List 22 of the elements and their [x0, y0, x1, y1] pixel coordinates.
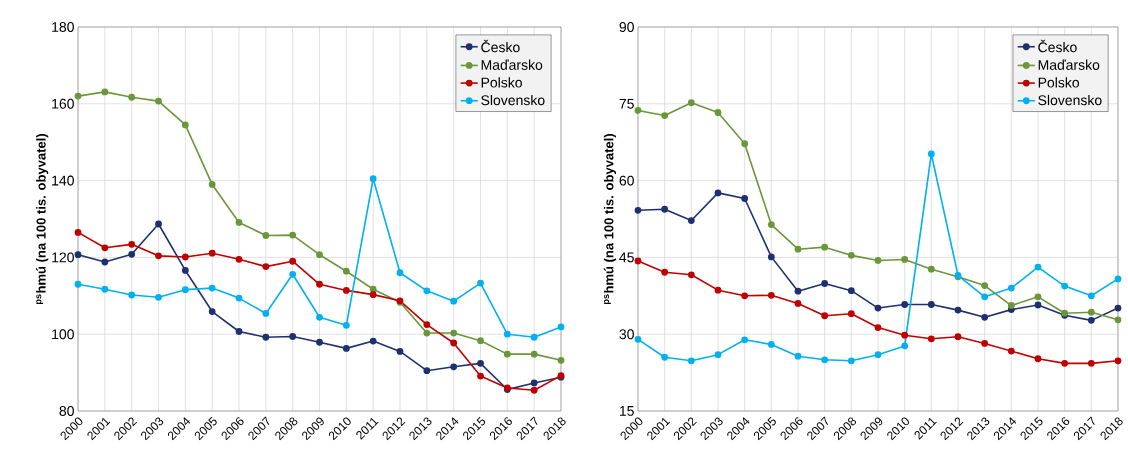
legend-label: Polsko	[481, 77, 522, 88]
y-tick-label: 30	[619, 329, 634, 340]
y-tick-label: 140	[52, 175, 74, 186]
y-tick-label: 90	[619, 22, 634, 32]
y-axis-title: $^{ps}$hmú (na 100 tis. obyvatel)	[603, 134, 617, 305]
y-tick-label: 180	[52, 22, 74, 32]
y-tick-label: 15	[619, 406, 634, 416]
y-tick-label: 160	[52, 98, 74, 109]
y-tick-label: 100	[52, 329, 74, 340]
y-tick-label: 60	[619, 175, 634, 186]
y-tick-label: 120	[52, 252, 74, 263]
y-tick-label: 80	[59, 406, 74, 416]
legend-label: Česko	[481, 39, 520, 53]
legend-label: Česko	[1038, 39, 1077, 53]
legend-label: Slovensko	[1038, 94, 1102, 106]
legend-label: Maďarsko	[481, 59, 543, 70]
legend-label: Polsko	[1038, 77, 1080, 88]
y-tick-label: 75	[619, 98, 634, 109]
legend-label: Slovensko	[481, 94, 545, 106]
y-tick-label: 45	[619, 252, 634, 263]
legend-label: Maďarsko	[1038, 59, 1100, 70]
y-axis-title: $^{ps}$hmú (na 100 tis. obyvatel)	[36, 134, 49, 305]
